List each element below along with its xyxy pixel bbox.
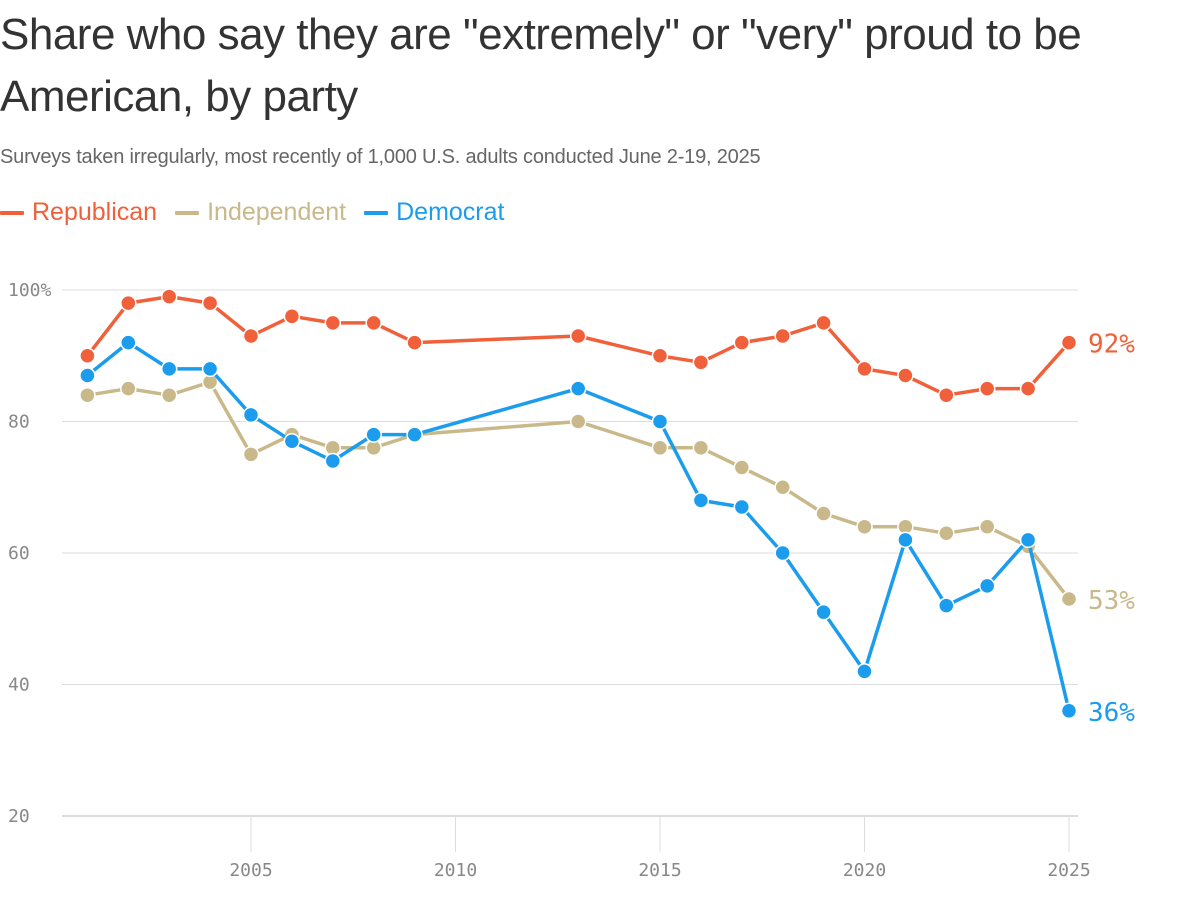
legend: Republican Independent Democrat xyxy=(0,198,505,227)
point-democrat-2004 xyxy=(201,360,219,378)
point-republican-2005 xyxy=(242,327,260,345)
end-label-independent: 53% xyxy=(1088,586,1135,616)
legend-item-democrat: Democrat xyxy=(364,198,505,227)
point-democrat-2023 xyxy=(978,577,996,595)
point-republican-2002 xyxy=(120,294,137,312)
point-democrat-2003 xyxy=(160,360,178,378)
point-democrat-2021 xyxy=(897,531,914,549)
point-independent-2015 xyxy=(651,439,669,457)
point-republican-2020 xyxy=(856,360,873,378)
y-tick-label-40: 40 xyxy=(8,675,30,696)
y-tick-label-80: 80 xyxy=(8,412,30,433)
x-tick-label-2010: 2010 xyxy=(434,860,477,881)
point-republican-2023 xyxy=(978,380,996,397)
point-independent-2017 xyxy=(733,459,751,476)
point-republican-2025 xyxy=(1060,334,1078,351)
point-independent-2002 xyxy=(120,380,137,397)
point-democrat-2020 xyxy=(856,663,873,680)
point-democrat-2018 xyxy=(774,544,791,562)
point-democrat-2013 xyxy=(569,380,587,397)
point-republican-2008 xyxy=(365,314,382,332)
x-tick-label-2015: 2015 xyxy=(638,860,681,881)
point-republican-2004 xyxy=(201,294,219,312)
y-tick-label-20: 20 xyxy=(8,806,30,827)
point-republican-2019 xyxy=(815,314,832,332)
point-democrat-2017 xyxy=(733,498,751,516)
point-democrat-2008 xyxy=(365,426,382,443)
point-democrat-2022 xyxy=(938,597,955,614)
point-independent-2025 xyxy=(1060,590,1078,608)
point-independent-2003 xyxy=(160,386,178,404)
point-republican-2022 xyxy=(938,386,955,404)
point-independent-2019 xyxy=(815,505,832,522)
legend-swatch-independent xyxy=(175,210,200,215)
point-independent-2020 xyxy=(856,518,873,535)
y-tick-label-100: 100% xyxy=(8,280,52,301)
point-republican-2015 xyxy=(651,347,669,364)
point-republican-2021 xyxy=(897,367,914,384)
legend-item-republican: Republican xyxy=(0,198,157,227)
point-independent-2023 xyxy=(978,518,996,535)
series-democrat xyxy=(79,334,1078,720)
point-independent-2018 xyxy=(774,479,791,496)
point-democrat-2002 xyxy=(120,334,137,351)
x-tick-label-2005: 2005 xyxy=(229,860,272,881)
legend-label-independent: Independent xyxy=(207,198,347,226)
point-democrat-2025 xyxy=(1060,702,1078,720)
point-republican-2006 xyxy=(283,308,301,325)
point-democrat-2016 xyxy=(692,492,710,509)
point-republican-2016 xyxy=(692,354,710,371)
point-democrat-2007 xyxy=(324,452,342,470)
end-label-republican: 92% xyxy=(1088,330,1135,360)
point-independent-2013 xyxy=(569,413,587,430)
point-democrat-2024 xyxy=(1019,531,1037,549)
end-label-democrat: 36% xyxy=(1088,698,1135,728)
point-republican-2017 xyxy=(733,334,751,351)
point-republican-2001 xyxy=(79,347,96,364)
series-republican xyxy=(79,288,1078,404)
point-independent-2016 xyxy=(692,439,710,457)
legend-item-independent: Independent xyxy=(175,198,346,227)
point-independent-2005 xyxy=(242,446,260,463)
point-democrat-2001 xyxy=(79,367,96,384)
legend-label-democrat: Democrat xyxy=(396,198,505,226)
point-democrat-2009 xyxy=(406,426,423,443)
chart-title: Share who say they are "extremely" or "v… xyxy=(0,10,1082,121)
legend-swatch-republican xyxy=(0,210,24,215)
point-democrat-2005 xyxy=(242,406,260,424)
point-republican-2007 xyxy=(324,314,342,332)
legend-swatch-democrat xyxy=(364,210,389,215)
point-republican-2024 xyxy=(1019,380,1037,397)
point-independent-2001 xyxy=(79,386,96,404)
y-tick-label-60: 60 xyxy=(8,543,30,564)
series-line-democrat xyxy=(85,340,1071,713)
point-democrat-2019 xyxy=(815,603,832,621)
point-republican-2009 xyxy=(406,334,423,351)
point-republican-2018 xyxy=(774,327,791,345)
chart-subtitle: Surveys taken irregularly, most recently… xyxy=(0,146,761,168)
point-independent-2022 xyxy=(938,525,955,542)
point-republican-2013 xyxy=(569,327,587,345)
point-republican-2003 xyxy=(160,288,178,305)
point-democrat-2006 xyxy=(283,432,301,450)
point-democrat-2015 xyxy=(651,413,669,430)
legend-label-republican: Republican xyxy=(32,198,158,226)
x-tick-label-2025: 2025 xyxy=(1047,860,1090,881)
x-tick-label-2020: 2020 xyxy=(843,860,886,881)
